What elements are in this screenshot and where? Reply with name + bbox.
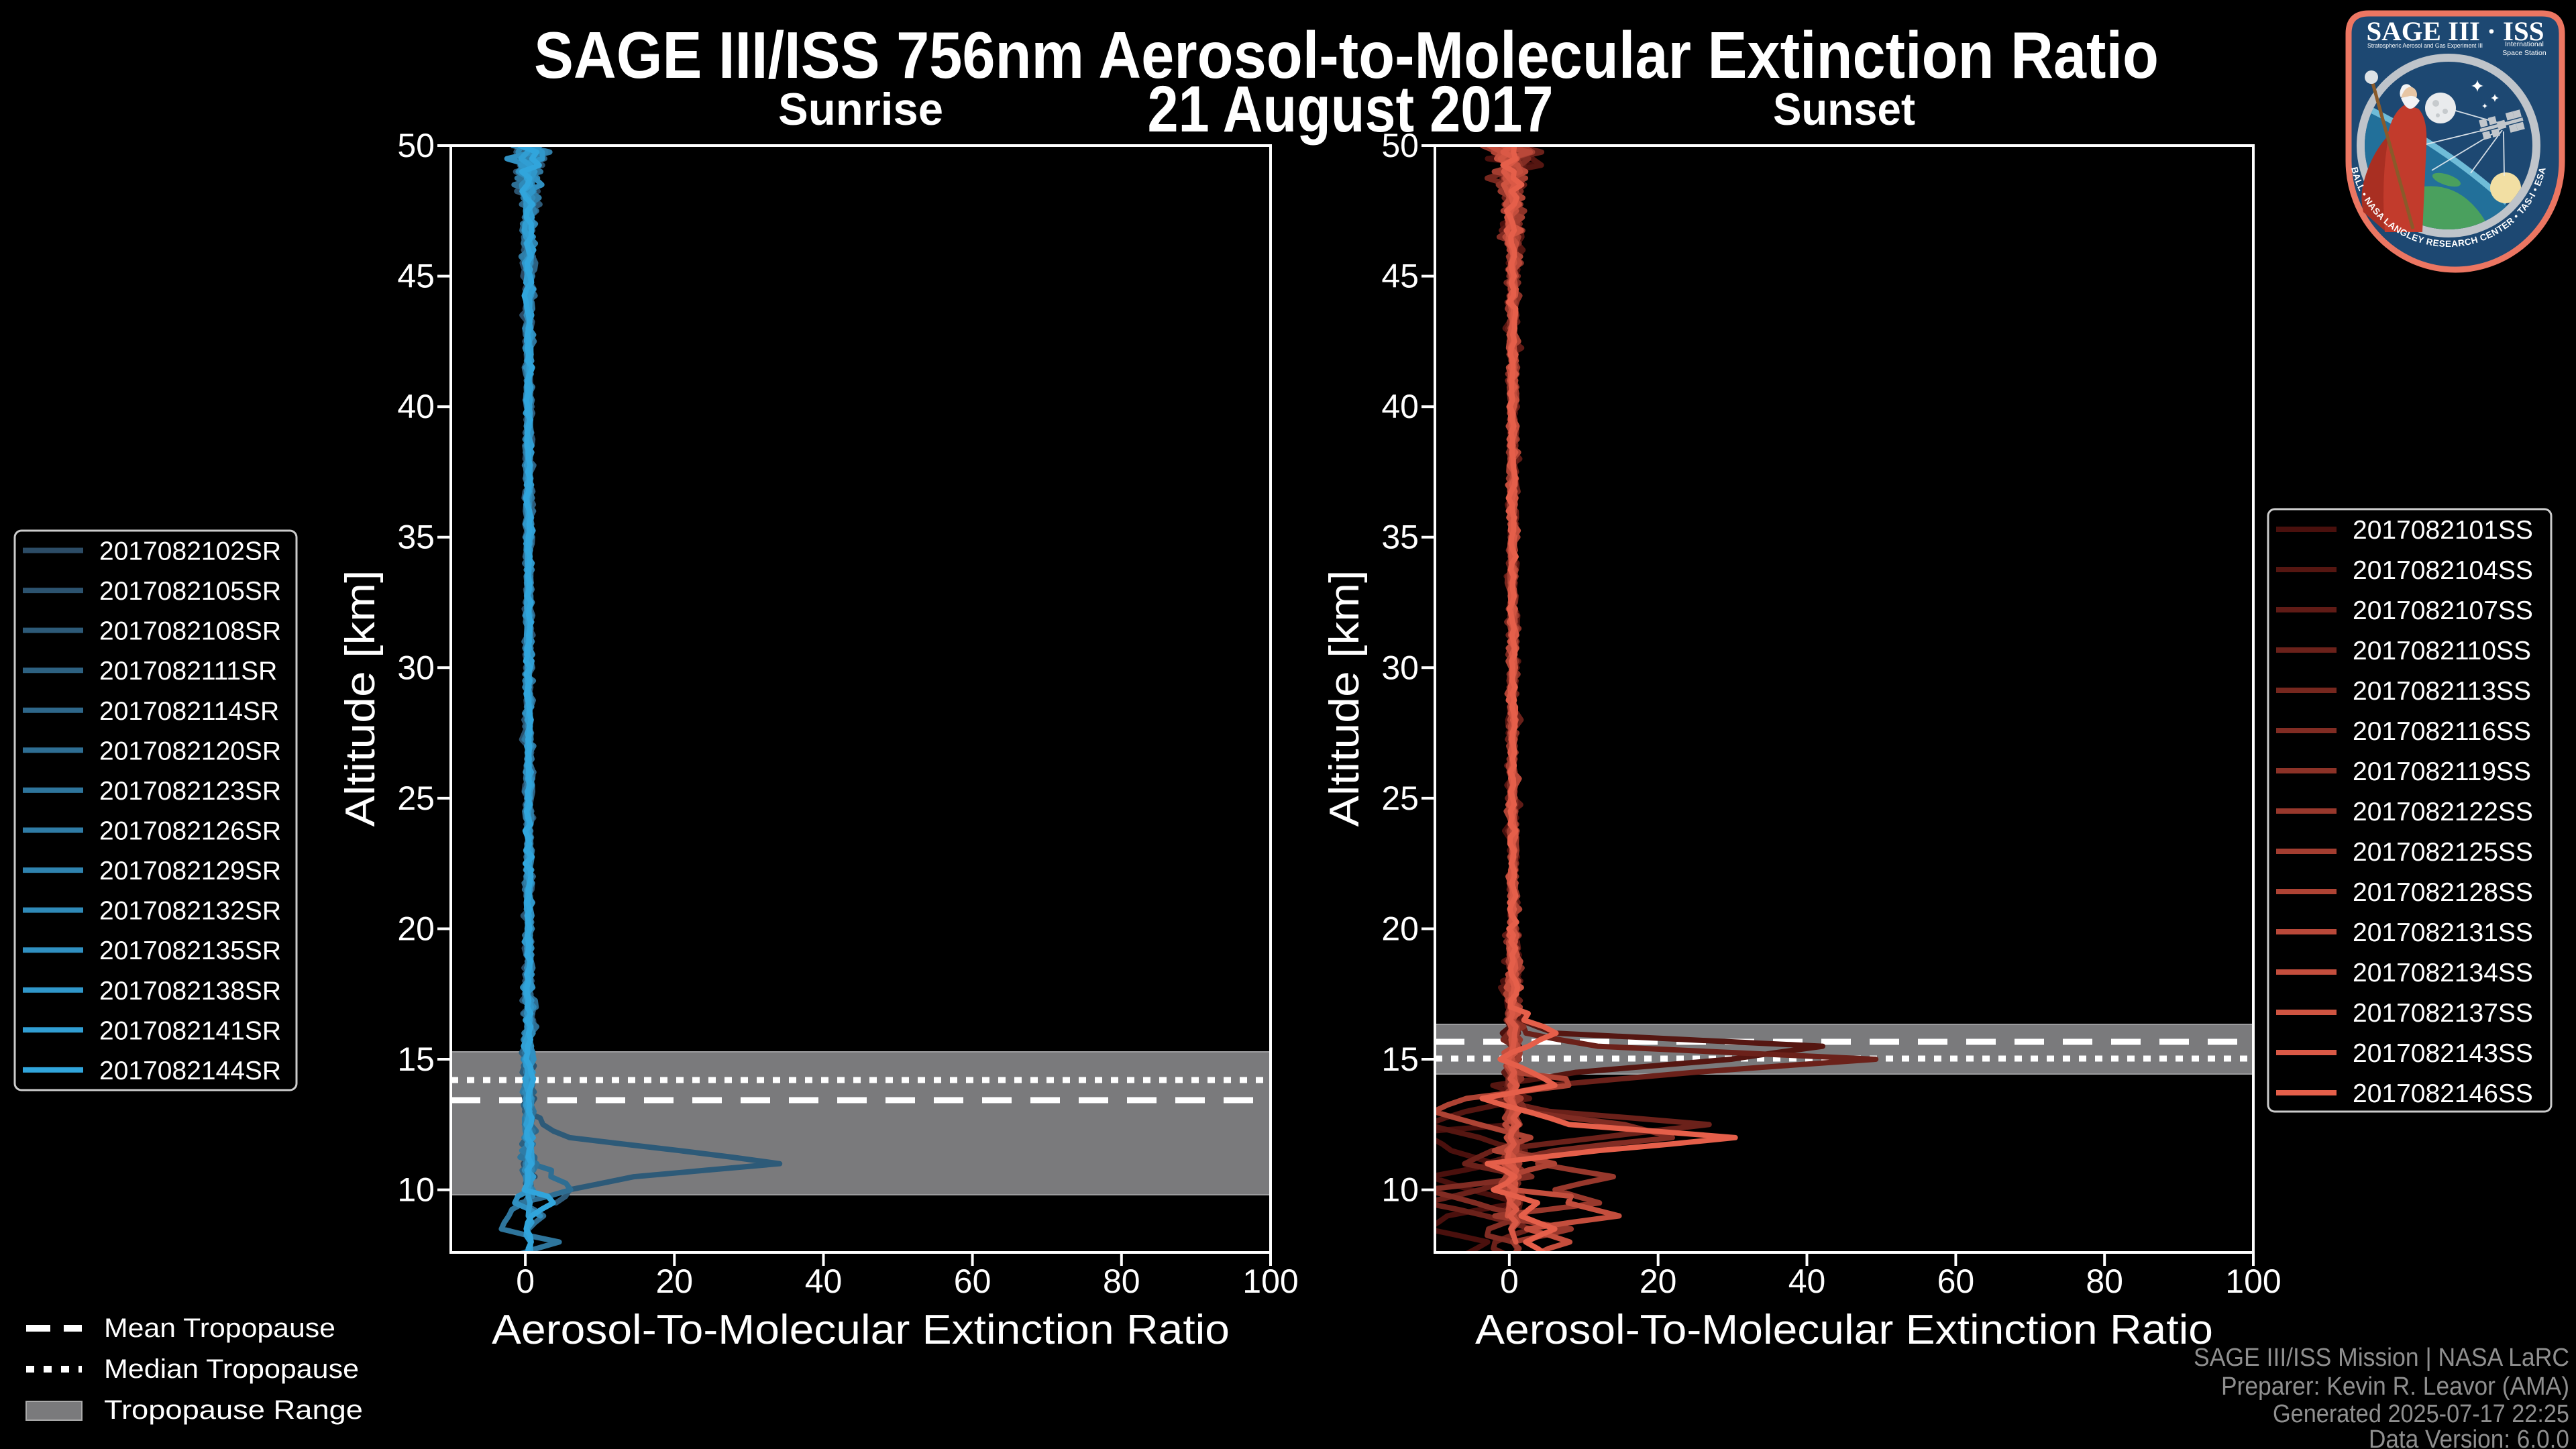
- svg-text:0: 0: [1500, 1263, 1519, 1300]
- svg-text:Stratospheric Aerosol and Gas: Stratospheric Aerosol and Gas Experiment…: [2367, 42, 2483, 50]
- svg-text:2017082135SR: 2017082135SR: [99, 936, 281, 965]
- svg-text:10: 10: [397, 1171, 435, 1209]
- svg-text:20: 20: [1381, 910, 1419, 948]
- svg-text:2017082131SS: 2017082131SS: [2353, 918, 2533, 947]
- svg-text:Median Tropopause: Median Tropopause: [104, 1354, 359, 1384]
- svg-text:Generated 2025-07-17 22:25: Generated 2025-07-17 22:25: [2273, 1400, 2569, 1428]
- svg-text:30: 30: [1381, 649, 1419, 686]
- svg-text:SAGE III/ISS Mission | NASA La: SAGE III/ISS Mission | NASA LaRC: [2194, 1344, 2569, 1372]
- svg-text:2017082104SS: 2017082104SS: [2353, 556, 2533, 585]
- svg-text:SAGE III/ISS 756nm Aerosol-to-: SAGE III/ISS 756nm Aerosol-to-Molecular …: [534, 18, 2159, 92]
- svg-text:45: 45: [1381, 258, 1419, 295]
- svg-text:20: 20: [397, 910, 435, 948]
- svg-text:2017082114SR: 2017082114SR: [99, 697, 279, 726]
- svg-text:Aerosol-To-Molecular Extinctio: Aerosol-To-Molecular Extinction Ratio: [492, 1307, 1230, 1353]
- svg-text:40: 40: [1381, 388, 1419, 425]
- svg-text:25: 25: [1381, 780, 1419, 817]
- svg-text:15: 15: [1381, 1040, 1419, 1078]
- svg-text:20: 20: [1640, 1263, 1677, 1300]
- svg-text:2017082143SS: 2017082143SS: [2353, 1039, 2533, 1068]
- svg-text:2017082138SR: 2017082138SR: [99, 977, 281, 1006]
- svg-text:Preparer: Kevin R. Leavor (AMA: Preparer: Kevin R. Leavor (AMA): [2221, 1373, 2569, 1401]
- svg-text:2017082123SR: 2017082123SR: [99, 777, 281, 806]
- svg-text:2017082129SR: 2017082129SR: [99, 857, 281, 885]
- svg-text:40: 40: [1788, 1263, 1826, 1300]
- svg-text:2017082146SS: 2017082146SS: [2353, 1079, 2533, 1108]
- svg-text:Aerosol-To-Molecular Extinctio: Aerosol-To-Molecular Extinction Ratio: [1475, 1307, 2213, 1353]
- svg-text:Sunrise: Sunrise: [778, 84, 943, 135]
- svg-text:Mean Tropopause: Mean Tropopause: [104, 1313, 335, 1343]
- svg-text:40: 40: [397, 388, 435, 425]
- svg-text:2017082122SS: 2017082122SS: [2353, 798, 2533, 826]
- svg-text:2017082126SR: 2017082126SR: [99, 817, 281, 846]
- svg-text:35: 35: [397, 519, 435, 556]
- svg-text:2017082119SS: 2017082119SS: [2353, 757, 2531, 786]
- svg-text:2017082105SR: 2017082105SR: [99, 577, 281, 606]
- svg-text:2017082120SR: 2017082120SR: [99, 737, 281, 765]
- svg-text:50: 50: [1381, 127, 1419, 164]
- svg-text:SAGE III · ISS: SAGE III · ISS: [2367, 16, 2544, 46]
- svg-text:2017082141SR: 2017082141SR: [99, 1016, 281, 1045]
- svg-text:2017082110SS: 2017082110SS: [2353, 637, 2531, 665]
- svg-text:80: 80: [1103, 1263, 1140, 1300]
- svg-text:50: 50: [397, 127, 435, 164]
- svg-text:100: 100: [2225, 1263, 2281, 1300]
- svg-text:45: 45: [397, 258, 435, 295]
- svg-text:Data Version: 6.0.0: Data Version: 6.0.0: [2369, 1426, 2569, 1449]
- svg-text:2017082101SS: 2017082101SS: [2353, 516, 2533, 545]
- svg-text:20: 20: [655, 1263, 693, 1300]
- svg-text:25: 25: [397, 780, 435, 817]
- svg-text:35: 35: [1381, 519, 1419, 556]
- svg-text:Tropopause Range: Tropopause Range: [104, 1395, 363, 1425]
- svg-text:60: 60: [954, 1263, 991, 1300]
- svg-text:30: 30: [397, 649, 435, 686]
- svg-text:2017082116SS: 2017082116SS: [2353, 717, 2531, 746]
- svg-text:60: 60: [1937, 1263, 1975, 1300]
- svg-text:80: 80: [2086, 1263, 2123, 1300]
- svg-text:100: 100: [1242, 1263, 1298, 1300]
- svg-text:2017082134SS: 2017082134SS: [2353, 959, 2533, 987]
- svg-text:2017082137SS: 2017082137SS: [2353, 999, 2533, 1028]
- svg-text:Altitude [km]: Altitude [km]: [1322, 570, 1368, 827]
- svg-text:International: International: [2505, 40, 2544, 48]
- svg-text:Space Station: Space Station: [2502, 49, 2546, 57]
- svg-text:Sunset: Sunset: [1773, 84, 1915, 135]
- svg-text:2017082111SR: 2017082111SR: [99, 657, 277, 686]
- svg-text:2017082113SS: 2017082113SS: [2353, 677, 2531, 706]
- svg-text:2017082144SR: 2017082144SR: [99, 1057, 281, 1085]
- svg-text:2017082128SS: 2017082128SS: [2353, 878, 2533, 907]
- svg-text:2017082108SR: 2017082108SR: [99, 617, 281, 646]
- svg-text:2017082125SS: 2017082125SS: [2353, 838, 2533, 867]
- svg-text:21 August 2017: 21 August 2017: [1148, 72, 1554, 146]
- svg-text:15: 15: [397, 1040, 435, 1078]
- svg-text:2017082132SR: 2017082132SR: [99, 897, 281, 926]
- svg-text:0: 0: [516, 1263, 535, 1300]
- svg-text:Altitude [km]: Altitude [km]: [337, 570, 384, 827]
- svg-text:10: 10: [1381, 1171, 1419, 1209]
- svg-text:40: 40: [805, 1263, 843, 1300]
- svg-text:2017082107SS: 2017082107SS: [2353, 596, 2533, 625]
- svg-text:2017082102SR: 2017082102SR: [99, 537, 281, 566]
